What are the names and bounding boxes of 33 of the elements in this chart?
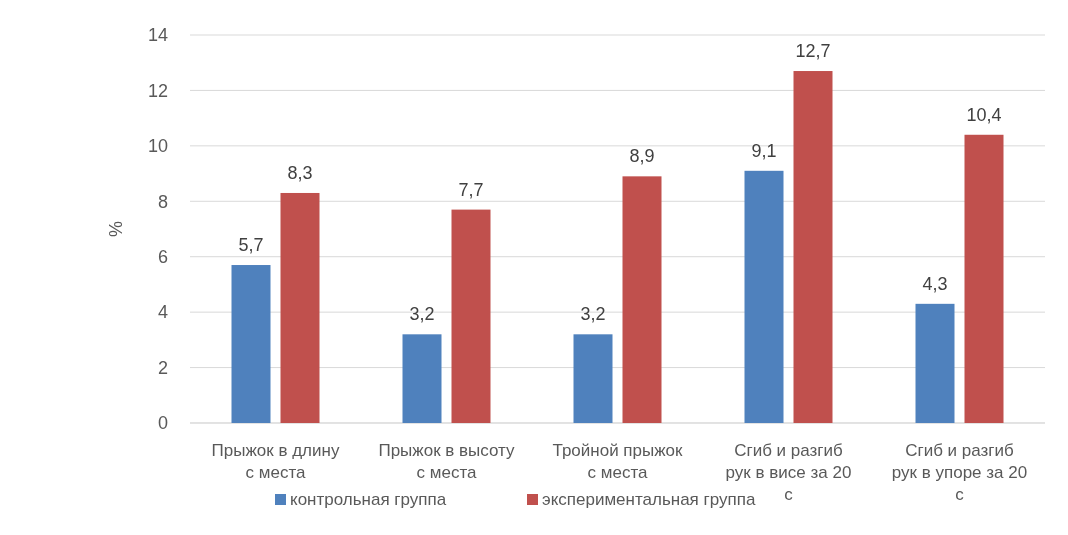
bar — [793, 71, 833, 423]
data-label: 12,7 — [795, 41, 831, 62]
data-label: 4,3 — [922, 273, 948, 294]
y-tick-label: 2 — [157, 357, 168, 378]
data-label: 8,3 — [287, 162, 313, 183]
legend-label: экспериментальная группа — [542, 490, 756, 509]
y-tick-label: 12 — [147, 80, 168, 101]
y-tick-label: 14 — [147, 25, 168, 46]
x-tick-label: Сгиб и разгиб рук в упоре за 20 с — [891, 441, 1028, 504]
data-label: 5,7 — [238, 235, 264, 256]
x-tick-label: Прыжок в высоту с места — [378, 441, 516, 482]
y-tick-label: 4 — [157, 302, 168, 323]
bar — [451, 209, 491, 423]
data-label: 8,9 — [629, 146, 655, 167]
bar — [280, 192, 320, 423]
y-tick-label: 6 — [157, 247, 168, 268]
bar — [915, 303, 955, 423]
data-label: 10,4 — [966, 104, 1002, 125]
y-tick-label: 8 — [157, 191, 168, 212]
data-label: 7,7 — [458, 179, 484, 200]
bar — [964, 134, 1004, 423]
bar — [622, 176, 662, 423]
legend-label: контрольная группа — [290, 490, 447, 509]
bar — [231, 265, 271, 423]
bar — [573, 334, 613, 423]
y-axis-title: % — [106, 220, 126, 238]
data-label: 3,2 — [409, 304, 435, 325]
bar — [744, 170, 784, 423]
y-tick-label: 10 — [147, 136, 168, 157]
bar — [402, 334, 442, 423]
data-label: 9,1 — [751, 140, 777, 161]
data-label: 3,2 — [580, 304, 606, 325]
y-tick-label: 0 — [157, 413, 168, 434]
